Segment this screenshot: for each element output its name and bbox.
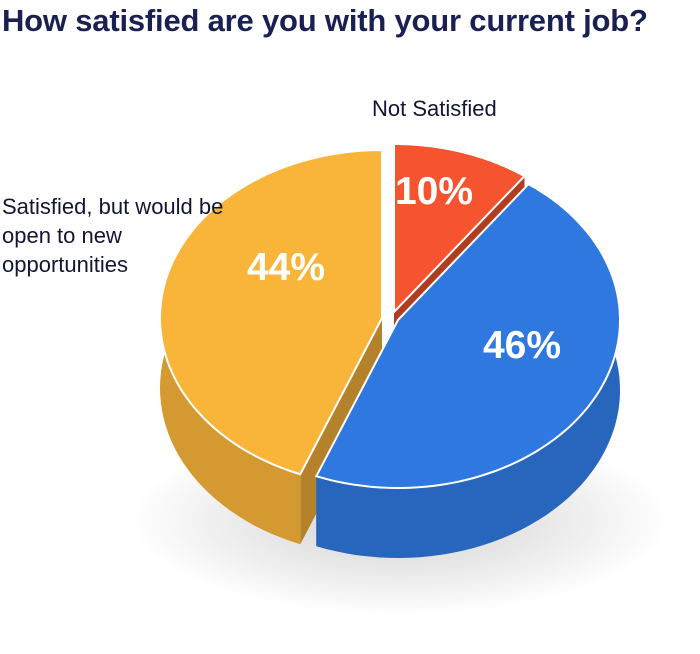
pie-side-2 [160, 264, 301, 545]
pie-tops [159, 143, 622, 489]
pie-slice-0 [393, 143, 527, 315]
pie-slice-1 [314, 182, 622, 489]
slice-label-open-to-opportunities: Satisfied, but would be open to new oppo… [2, 194, 224, 277]
pie-side-1 [316, 267, 620, 558]
pie-labels: 10% 46% 44% [247, 170, 561, 367]
slice-percent-0: 10% [395, 170, 473, 213]
chart-title: How satisfied are you with your current … [2, 3, 648, 38]
slice-label-not-satisfied: Not Satisfied [372, 96, 497, 121]
slice-percent-2: 44% [247, 246, 325, 289]
pie-slice-2 [159, 148, 383, 476]
slice-percent-1: 46% [483, 324, 561, 367]
